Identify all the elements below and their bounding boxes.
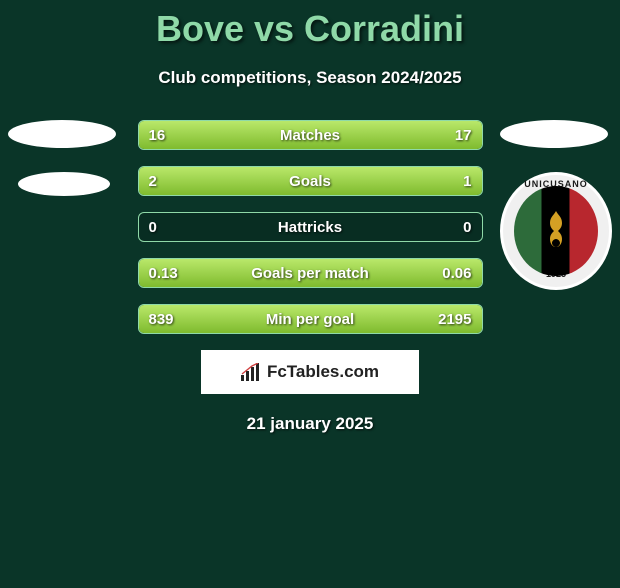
page-title: Bove vs Corradini bbox=[0, 8, 620, 50]
stat-bars: 16 Matches 17 2 Goals 1 0 Hattricks 0 0.… bbox=[138, 120, 483, 334]
fctables-logo-text: FcTables.com bbox=[267, 362, 379, 382]
right-player-avatar: UNICUSANO TERNANA 1925 bbox=[500, 120, 612, 290]
stat-label: Goals per match bbox=[139, 259, 482, 288]
avatar-placeholder-icon bbox=[500, 120, 608, 148]
stat-label: Min per goal bbox=[139, 305, 482, 334]
stat-row: 0 Hattricks 0 bbox=[138, 212, 483, 242]
stat-right-value: 0.06 bbox=[442, 259, 471, 288]
stat-label: Hattricks bbox=[139, 213, 482, 242]
stat-row: 839 Min per goal 2195 bbox=[138, 304, 483, 334]
fctables-link[interactable]: FcTables.com bbox=[201, 350, 419, 394]
avatar-placeholder-icon bbox=[8, 120, 116, 148]
stat-right-value: 17 bbox=[455, 121, 472, 150]
stat-row: 0.13 Goals per match 0.06 bbox=[138, 258, 483, 288]
club-badge: UNICUSANO TERNANA 1925 bbox=[500, 172, 612, 290]
stats-area: UNICUSANO TERNANA 1925 16 Matches 17 2 G… bbox=[0, 120, 620, 334]
avatar-placeholder-icon bbox=[18, 172, 110, 196]
stat-label: Goals bbox=[139, 167, 482, 196]
left-player-avatar bbox=[8, 120, 116, 220]
stat-right-value: 2195 bbox=[438, 305, 471, 334]
dragon-icon bbox=[532, 204, 580, 258]
stat-right-value: 1 bbox=[463, 167, 471, 196]
bar-chart-icon bbox=[241, 363, 263, 381]
page-subtitle: Club competitions, Season 2024/2025 bbox=[0, 68, 620, 88]
stat-row: 2 Goals 1 bbox=[138, 166, 483, 196]
stat-label: Matches bbox=[139, 121, 482, 150]
date-text: 21 january 2025 bbox=[0, 414, 620, 434]
stat-right-value: 0 bbox=[463, 213, 471, 242]
stat-row: 16 Matches 17 bbox=[138, 120, 483, 150]
